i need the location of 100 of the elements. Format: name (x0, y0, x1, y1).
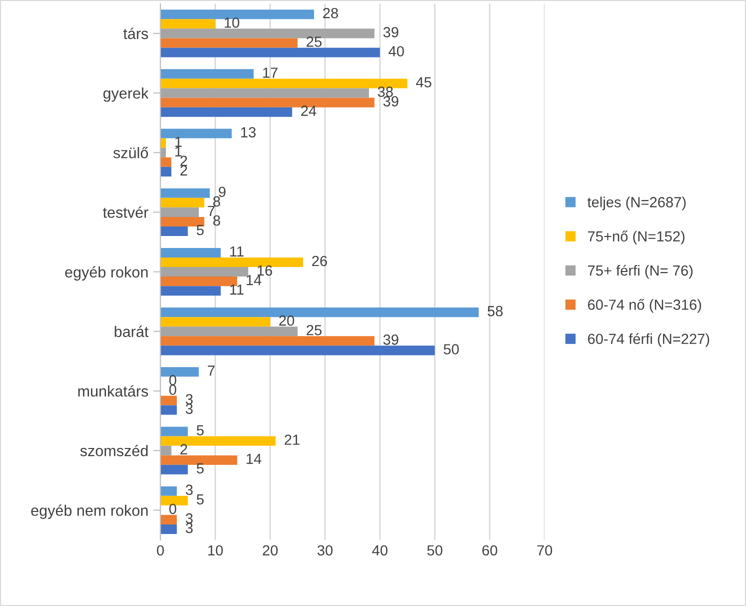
data-label: 3 (186, 484, 193, 495)
data-label: 26 (312, 256, 327, 266)
data-label: 7 (208, 206, 215, 216)
bar (160, 128, 232, 138)
bar (160, 336, 374, 346)
bar (160, 216, 204, 227)
data-label: 11 (230, 246, 244, 256)
data-label: 13 (241, 127, 256, 138)
bar (160, 226, 188, 236)
y-tick-label: testvér (102, 206, 148, 218)
data-label: 16 (258, 265, 272, 276)
y-tick-label: szülő (113, 146, 148, 158)
data-label: 39 (383, 334, 398, 345)
data-label: 5 (196, 494, 204, 505)
x-tick-label: 0 (156, 545, 164, 556)
legend-label: 60-74 nő (N=316) (588, 299, 702, 313)
y-tick-label: egyéb nem rokon (31, 504, 148, 519)
data-label: 1 (175, 146, 182, 156)
bar (160, 317, 270, 327)
data-label: 25 (306, 324, 322, 336)
data-label: 45 (416, 77, 432, 88)
bar (160, 286, 221, 296)
data-label: 2 (180, 165, 188, 176)
legend-label: 75+nő (N=152) (588, 230, 684, 244)
data-label: 10 (224, 17, 240, 28)
x-tick-label: 20 (262, 545, 278, 556)
data-label: 3 (186, 513, 193, 524)
y-tick-label: barát (114, 326, 148, 338)
bar (160, 436, 276, 446)
bar (160, 48, 380, 58)
data-label: 39 (383, 96, 398, 106)
data-label: 3 (186, 394, 193, 404)
bar (160, 157, 172, 167)
data-label: 39 (383, 27, 398, 38)
data-label: 8 (213, 215, 220, 226)
legend-label: teljes (N=2687) (587, 196, 686, 210)
data-label: 20 (279, 315, 294, 326)
data-label: 5 (196, 463, 204, 474)
y-tick-label: egyéb rokon (65, 266, 148, 281)
data-label: 14 (246, 275, 262, 286)
bar (160, 166, 172, 176)
bar (160, 138, 166, 148)
bar (160, 346, 435, 356)
data-label: 8 (213, 196, 220, 207)
bar (160, 464, 188, 474)
y-tick-label: szomszéd (80, 444, 148, 456)
x-tick-label: 40 (372, 545, 388, 556)
y-tick-label: gyerek (103, 87, 149, 102)
data-label: 58 (488, 306, 503, 316)
bar (160, 28, 374, 38)
data-label: 7 (208, 366, 215, 376)
bar (160, 267, 248, 277)
data-label: 9 (218, 186, 226, 198)
y-tick-label: társ (123, 28, 148, 40)
bar (160, 98, 374, 108)
x-tick-label: 50 (427, 545, 442, 556)
bar (160, 446, 172, 456)
bar (160, 107, 292, 117)
bar (160, 455, 238, 465)
x-tick-label: 60 (482, 545, 498, 556)
bar (160, 405, 177, 415)
data-label: 25 (306, 36, 322, 47)
legend-label: 60-74 férfi (N=227) (588, 333, 710, 347)
x-tick-label: 10 (208, 545, 223, 556)
bar (160, 396, 177, 406)
bar (160, 486, 177, 496)
bar (160, 524, 177, 534)
data-label: 21 (284, 434, 300, 445)
bar (160, 10, 314, 20)
bar (160, 78, 408, 88)
bar (160, 248, 221, 258)
data-label: 3 (186, 522, 193, 534)
bar (160, 198, 204, 208)
data-label: 5 (196, 425, 204, 436)
data-label: 0 (169, 504, 176, 514)
data-label: 2 (180, 156, 188, 166)
bar (160, 69, 254, 79)
data-label: 24 (301, 106, 316, 116)
data-label: 40 (388, 46, 404, 56)
bar (160, 188, 210, 198)
data-label: 5 (196, 225, 204, 236)
bar (160, 148, 166, 158)
data-label: 28 (323, 8, 338, 18)
data-label: 0 (169, 375, 176, 386)
bar (160, 426, 188, 436)
data-label: 0 (169, 384, 176, 395)
data-label: 14 (246, 454, 262, 464)
bar (160, 19, 216, 29)
bar (160, 207, 199, 217)
bar (160, 367, 199, 377)
y-tick-label: munkatárs (78, 385, 148, 397)
data-label: 50 (444, 344, 459, 354)
data-label: 38 (378, 86, 393, 97)
bar (160, 38, 298, 48)
bar (160, 514, 177, 524)
bar (160, 276, 238, 286)
x-tick-label: 30 (317, 545, 333, 556)
x-tick-label: 70 (537, 545, 552, 556)
data-label: 3 (186, 404, 193, 414)
bar (160, 496, 188, 506)
